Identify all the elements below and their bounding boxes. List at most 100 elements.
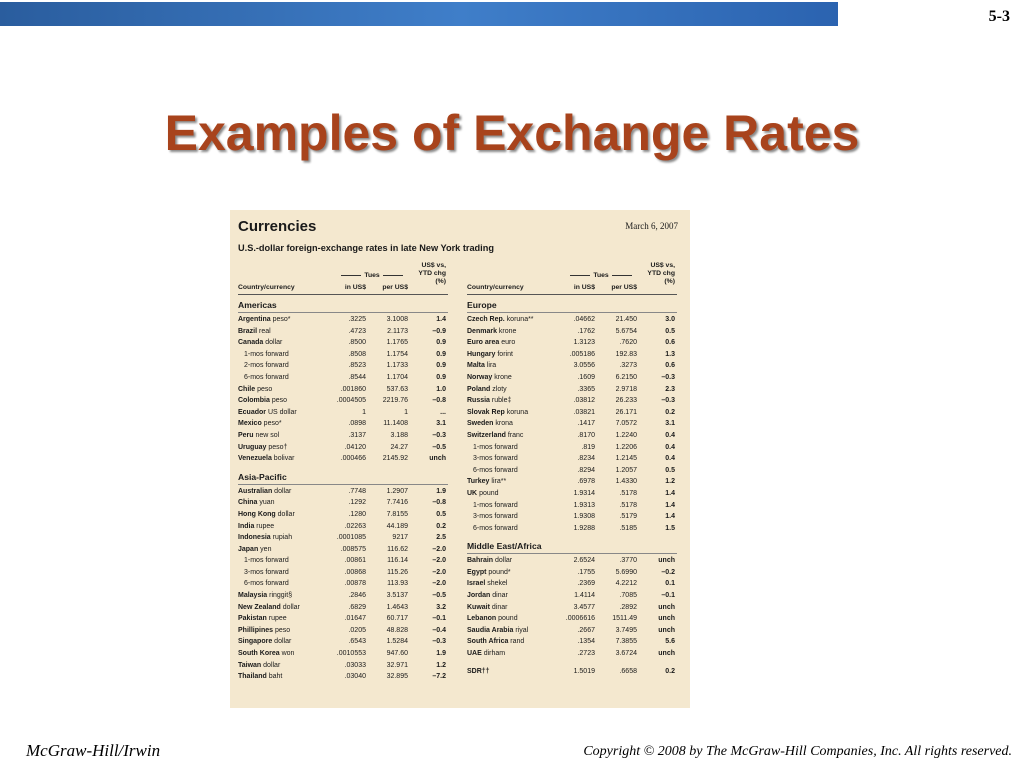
cell-in-usd: .00861 — [344, 557, 366, 565]
cell-per-usd: 7.0572 — [615, 420, 637, 428]
cell-ytd-change: unch — [658, 557, 675, 565]
cell-in-usd: .2846 — [348, 592, 366, 600]
cell-in-usd: .8500 — [348, 339, 366, 347]
header-country: Country/currency — [238, 284, 295, 291]
currency-name: lira** — [489, 478, 507, 486]
cell-ytd-change: 3.2 — [436, 603, 446, 611]
cell-ytd-change: 1.4 — [665, 489, 675, 497]
currency-name: won — [279, 650, 295, 658]
table-row: Hong Kong dollar .1280 7.8155 0.5 — [238, 511, 448, 523]
cell-per-usd: 1.4330 — [615, 478, 637, 486]
cell-currency: South Africa rand — [467, 638, 524, 645]
cell-in-usd: .8234 — [577, 455, 595, 463]
table-row: 1-mos forward 1.9313 .5178 1.4 — [467, 502, 677, 514]
cell-currency: Thailand baht — [238, 673, 282, 680]
cell-per-usd: 3.5137 — [386, 592, 408, 600]
cell-in-usd: .8170 — [577, 431, 595, 439]
right-table-body: Europe Czech Rep. koruna** .04662 21.450 3.0… — [467, 297, 677, 679]
header-country: Country/currency — [467, 284, 524, 291]
cell-currency: Indonesia rupiah — [238, 534, 292, 541]
cell-ytd-change: 0.1 — [665, 580, 675, 588]
country-name: Colombia — [238, 397, 270, 405]
cell-in-usd: .0010553 — [336, 650, 366, 658]
cell-currency: Kuwait dinar — [467, 604, 507, 611]
cell-in-usd: .3365 — [577, 385, 595, 393]
cell-ytd-change: 0.5 — [665, 466, 675, 474]
country-name: Denmark — [467, 327, 497, 335]
currency-name: rupee — [266, 615, 287, 623]
cell-per-usd: 5.6754 — [615, 327, 637, 335]
cell-ytd-change: 3.1 — [436, 420, 446, 428]
table-row: Brazil real .4723 2.1173 –0.9 — [238, 328, 448, 340]
cell-in-usd: .6543 — [348, 638, 366, 646]
cell-ytd-change: 2.3 — [665, 385, 675, 393]
cell-ytd-change: –7.2 — [432, 673, 446, 681]
currency-name: riyal — [513, 626, 529, 634]
column-header: Country/currency Tues in US$ per US$ US$… — [467, 262, 677, 295]
cell-in-usd: 1.3123 — [573, 339, 595, 347]
cell-currency: SDR†† — [467, 668, 490, 675]
cell-currency: Euro area euro — [467, 339, 515, 346]
country-name: Israel — [467, 580, 486, 588]
cell-per-usd: .5178 — [619, 501, 637, 509]
cell-in-usd: .01647 — [344, 615, 366, 623]
cell-ytd-change: –2.0 — [432, 580, 446, 588]
cell-ytd-change: 1.3 — [665, 350, 675, 358]
table-row: Canada dollar .8500 1.1765 0.9 — [238, 339, 448, 351]
cell-currency: Australian dollar — [238, 488, 291, 495]
cell-in-usd: .2667 — [577, 626, 595, 634]
cell-currency: Russia ruble‡ — [467, 397, 511, 404]
cell-ytd-change: unch — [658, 603, 675, 611]
cell-per-usd: .6658 — [619, 667, 637, 675]
country-name: Hungary — [467, 350, 496, 358]
cell-per-usd: 116.14 — [387, 557, 408, 565]
cell-ytd-change: 3.1 — [665, 420, 675, 428]
column-header: Country/currency Tues in US$ per US$ US$… — [238, 262, 448, 295]
currency-name: new sol — [253, 431, 280, 439]
cell-ytd-change: 0.9 — [436, 373, 446, 381]
currency-name: peso — [255, 385, 273, 393]
table-row: Mexico peso* .0898 11.1408 3.1 — [238, 420, 448, 432]
country-name: Taiwan — [238, 661, 262, 669]
cell-in-usd: .2723 — [577, 650, 595, 658]
cell-in-usd: 3.4577 — [573, 603, 595, 611]
cell-in-usd: .00868 — [344, 568, 366, 576]
table-row: Russia ruble‡ .03812 26.233 –0.3 — [467, 397, 677, 409]
cell-currency: Pakistan rupee — [238, 615, 287, 622]
cell-per-usd: 1.1765 — [386, 339, 408, 347]
currency-name: 2-mos forward — [244, 362, 289, 370]
currency-name: koruna** — [504, 316, 534, 323]
currency-name: 1-mos forward — [244, 557, 289, 565]
cell-ytd-change: 0.4 — [665, 455, 675, 463]
cell-per-usd: .5178 — [619, 489, 637, 497]
table-row: Hungary forint .005186 192.83 1.3 — [467, 351, 677, 363]
cell-in-usd: .04120 — [344, 443, 366, 451]
cell-currency: Lebanon pound — [467, 615, 518, 622]
table-row: Sweden krona .1417 7.0572 3.1 — [467, 420, 677, 432]
cell-ytd-change: 1.9 — [436, 650, 446, 658]
cell-currency: 3-mos forward — [473, 455, 518, 462]
cell-per-usd: 1.2145 — [615, 455, 637, 463]
cell-in-usd: 1.5019 — [573, 667, 595, 675]
country-name: Czech Rep. — [467, 316, 505, 323]
cell-in-usd: 1.9313 — [573, 501, 595, 509]
cell-currency: 1-mos forward — [244, 351, 289, 358]
table-row: UAE dirham .2723 3.6724 unch — [467, 650, 677, 662]
currency-name: yuan — [257, 499, 275, 507]
cell-in-usd: 1.4114 — [574, 592, 595, 600]
cell-currency: Saudia Arabia riyal — [467, 627, 528, 634]
table-row: Jordan dinar 1.4114 .7085 –0.1 — [467, 592, 677, 604]
cell-currency: Jordan dinar — [467, 592, 508, 599]
cell-ytd-change: –0.3 — [661, 373, 675, 381]
cell-in-usd: .6829 — [348, 603, 366, 611]
table-subtitle: U.S.-dollar foreign-exchange rates in la… — [238, 243, 494, 253]
cell-currency: 6-mos forward — [473, 525, 518, 532]
cell-in-usd: .008575 — [340, 545, 366, 553]
cell-per-usd: .3770 — [619, 557, 637, 565]
cell-currency: Slovak Rep koruna — [467, 409, 528, 416]
cell-in-usd: .03812 — [573, 397, 595, 405]
cell-currency: 6-mos forward — [244, 580, 289, 587]
currency-name: 6-mos forward — [244, 373, 289, 381]
cell-ytd-change: –0.5 — [432, 592, 446, 600]
left-column: Country/currency Tues in US$ per US$ US$… — [238, 262, 448, 685]
